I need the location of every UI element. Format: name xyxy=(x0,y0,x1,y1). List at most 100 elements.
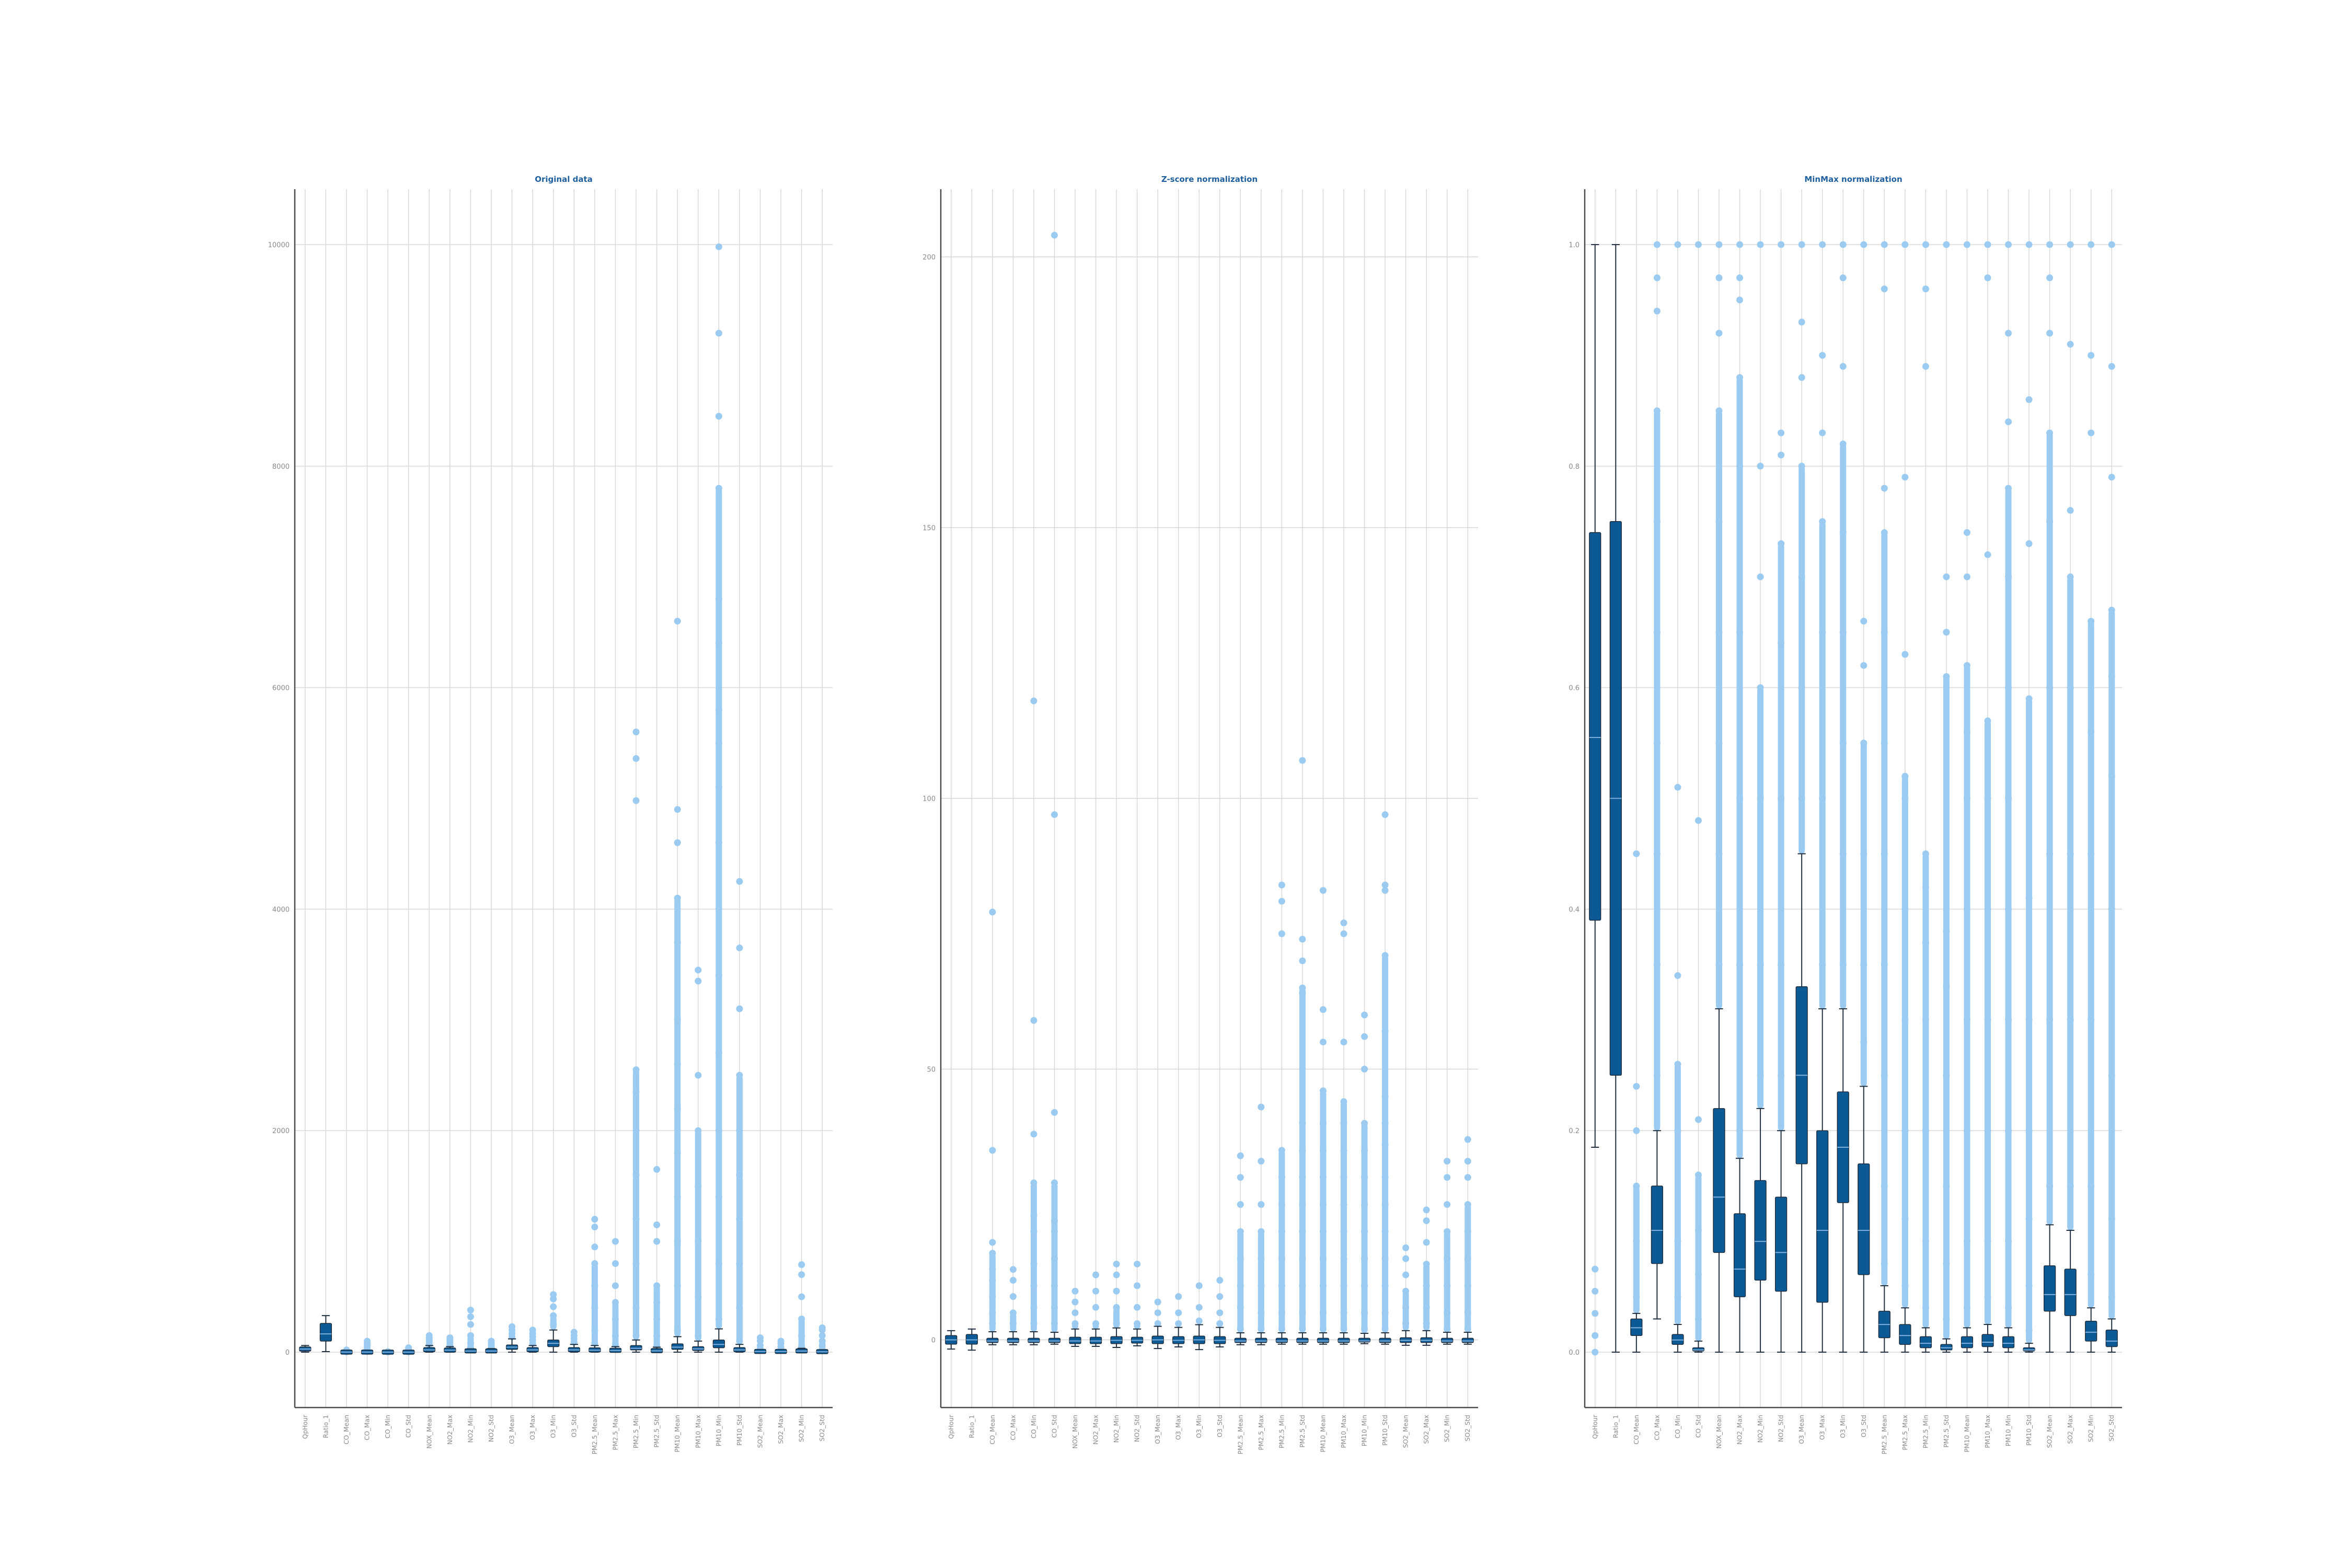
x-tick-label: CO_Max xyxy=(1653,1415,1661,1440)
outlier-point xyxy=(1757,463,1764,470)
outlier-point xyxy=(1715,961,1723,968)
outlier-point xyxy=(1402,1255,1410,1262)
x-tick-label: PM10_Std xyxy=(736,1415,743,1446)
box-body xyxy=(2085,1320,2097,1342)
outlier-point xyxy=(2025,241,2033,248)
outlier-point xyxy=(1030,1282,1037,1289)
outlier-point xyxy=(1278,897,1285,905)
outlier-point xyxy=(1943,1315,1950,1322)
outlier-point xyxy=(612,1260,619,1267)
outlier-point xyxy=(1299,1282,1306,1289)
outlier-point xyxy=(1819,241,1826,248)
outlier-point xyxy=(1778,795,1785,802)
outlier-point xyxy=(2046,518,2054,525)
outlier-point xyxy=(1715,850,1723,857)
outlier-point xyxy=(2025,1016,2033,1023)
outlier-point xyxy=(1381,1201,1389,1208)
outlier-point xyxy=(1444,1228,1451,1235)
outlier-cluster xyxy=(1341,1101,1347,1333)
outlier-point xyxy=(1423,1217,1430,1225)
outlier-point xyxy=(2067,850,2074,857)
box-body xyxy=(1816,1130,1829,1303)
outlier-point xyxy=(1963,905,1970,913)
outlier-point xyxy=(798,1261,805,1269)
outlier-point xyxy=(736,1304,743,1311)
outlier-point xyxy=(1464,1282,1471,1289)
outlier-point xyxy=(715,595,722,603)
box-SO2_Mean xyxy=(1399,1244,1412,1346)
outlier-point xyxy=(674,806,681,813)
box-PM2.5_Mean xyxy=(1878,241,1890,1353)
outlier-point xyxy=(1757,241,1764,248)
outlier-point xyxy=(591,1260,598,1267)
x-tick-label: CO_Std xyxy=(405,1415,412,1438)
outlier-point xyxy=(695,1293,702,1300)
outlier-point xyxy=(632,1216,640,1223)
outlier-point xyxy=(1778,640,1785,647)
outlier-point xyxy=(1319,887,1327,894)
box-PM2.5_Max xyxy=(1255,1103,1267,1345)
outlier-point xyxy=(1009,1320,1017,1327)
box-body xyxy=(712,1339,725,1348)
outlier-point xyxy=(989,1239,996,1246)
outlier-point xyxy=(674,1193,681,1201)
outlier-point xyxy=(1984,1293,1991,1300)
outlier-point xyxy=(1963,573,1970,581)
outlier-point xyxy=(1901,773,1909,780)
outlier-point xyxy=(1381,1255,1389,1262)
outlier-point xyxy=(715,783,722,791)
outlier-cluster xyxy=(1633,1186,1640,1313)
outlier-point xyxy=(591,1216,598,1223)
outlier-point xyxy=(2025,894,2033,902)
x-tick-label: NOX_Mean xyxy=(1071,1415,1079,1449)
outlier-point xyxy=(1901,651,1909,658)
x-tick-label: SO2_Std xyxy=(818,1415,826,1442)
outlier-point xyxy=(1922,363,1929,370)
outlier-point xyxy=(1113,1287,1120,1295)
box-SO2_Max xyxy=(1420,1206,1433,1346)
box-body xyxy=(1651,1185,1664,1264)
outlier-point xyxy=(1653,740,1661,747)
box-PM10_Max xyxy=(1981,241,1994,1353)
outlier-point xyxy=(1278,1255,1285,1262)
outlier-point xyxy=(1051,1282,1058,1289)
box-PM2.5_Min xyxy=(1919,241,1932,1353)
outlier-point xyxy=(1653,518,1661,525)
outlier-point xyxy=(1444,1158,1451,1165)
outlier-cluster xyxy=(1320,1090,1327,1333)
outlier-point xyxy=(1922,241,1929,248)
outlier-point xyxy=(1113,1304,1120,1311)
outlier-point xyxy=(1071,1298,1079,1306)
outlier-cluster xyxy=(612,1302,619,1347)
outlier-point xyxy=(1633,1082,1640,1090)
outlier-point xyxy=(1984,551,1991,558)
box-body xyxy=(986,1338,999,1343)
outlier-point xyxy=(989,1250,996,1257)
outlier-point xyxy=(1798,684,1805,691)
outlier-point xyxy=(1778,241,1785,248)
outlier-point xyxy=(1922,285,1929,293)
outlier-point xyxy=(1653,850,1661,857)
box-body xyxy=(630,1345,642,1351)
outlier-point xyxy=(736,1171,743,1179)
outlier-point xyxy=(1839,740,1847,747)
outlier-cluster xyxy=(1258,1231,1264,1333)
outlier-point xyxy=(2088,429,2095,436)
box-SO2_Min xyxy=(795,1261,808,1354)
outlier-point xyxy=(2108,1293,2115,1300)
box-body xyxy=(671,1343,684,1350)
outlier-point xyxy=(1757,684,1764,691)
outlier-point xyxy=(1984,1127,1991,1134)
box-CO_Max xyxy=(1651,241,1664,1320)
outlier-point xyxy=(1633,1182,1640,1190)
outlier-point xyxy=(1694,1116,1702,1123)
box-SO2_Min xyxy=(1441,1158,1454,1345)
outlier-point xyxy=(1319,1174,1327,1181)
outlier-point xyxy=(1319,1255,1327,1262)
box-O3_Max xyxy=(1816,241,1829,1353)
x-tick-label: PM10_Mean xyxy=(1319,1415,1327,1452)
outlier-point xyxy=(1464,1228,1471,1235)
outlier-point xyxy=(1963,1238,1970,1245)
x-tick-label: SO2_Std xyxy=(2108,1415,2115,1442)
outlier-point xyxy=(1299,1325,1306,1333)
